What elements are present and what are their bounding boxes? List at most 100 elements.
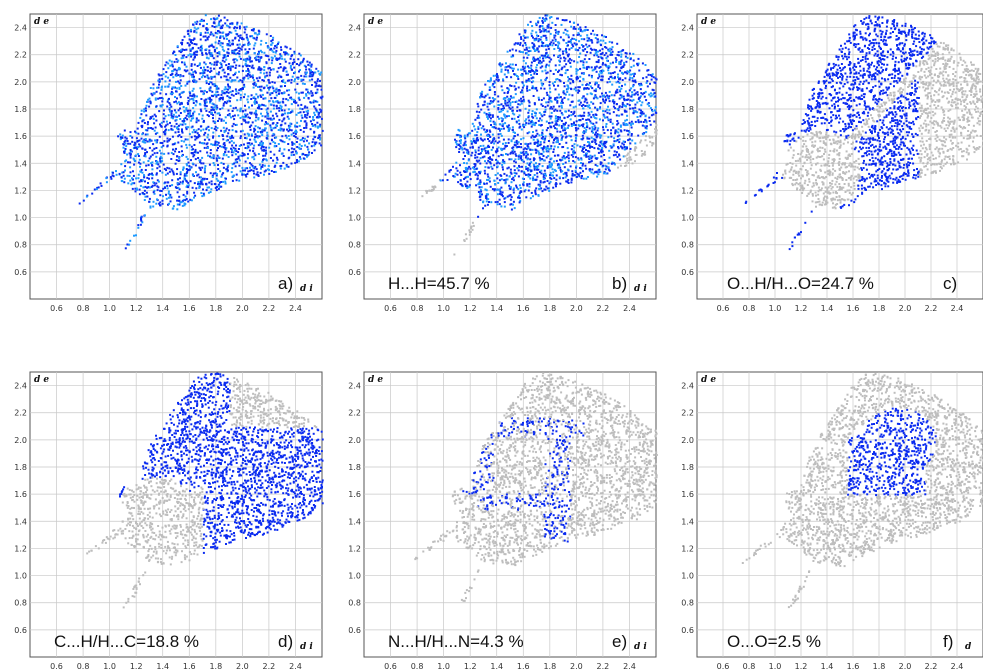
data-point bbox=[605, 108, 608, 111]
data-point bbox=[540, 152, 543, 155]
data-point bbox=[181, 41, 184, 44]
data-point bbox=[141, 124, 144, 127]
data-point bbox=[263, 148, 266, 151]
data-point bbox=[211, 108, 214, 111]
data-point bbox=[478, 153, 481, 155]
data-point bbox=[220, 97, 223, 99]
data-point bbox=[301, 61, 304, 64]
data-point bbox=[85, 195, 88, 198]
data-point bbox=[139, 223, 142, 226]
data-point bbox=[310, 90, 313, 93]
data-point bbox=[291, 75, 294, 78]
data-point bbox=[483, 111, 486, 114]
data-point bbox=[180, 91, 183, 94]
data-point bbox=[290, 103, 293, 106]
data-point bbox=[517, 78, 520, 80]
data-point bbox=[199, 32, 202, 35]
data-point bbox=[231, 51, 234, 54]
data-point bbox=[311, 71, 313, 73]
data-point bbox=[539, 66, 542, 69]
data-point bbox=[509, 186, 512, 189]
data-point bbox=[607, 69, 610, 72]
data-point bbox=[614, 132, 617, 135]
data-point bbox=[272, 36, 275, 39]
data-point bbox=[162, 195, 164, 198]
data-point bbox=[115, 173, 118, 176]
data-point bbox=[233, 52, 236, 55]
data-point bbox=[204, 102, 207, 105]
data-point bbox=[609, 76, 612, 78]
data-point bbox=[470, 226, 472, 229]
data-point bbox=[175, 74, 178, 77]
data-point bbox=[617, 147, 620, 150]
data-point bbox=[186, 170, 189, 173]
data-point bbox=[475, 110, 478, 113]
data-point bbox=[454, 141, 457, 144]
data-point bbox=[504, 97, 507, 100]
data-point bbox=[526, 169, 529, 172]
data-point bbox=[551, 21, 554, 24]
data-point bbox=[190, 73, 193, 76]
data-point bbox=[132, 178, 134, 181]
data-point bbox=[612, 99, 615, 101]
data-point bbox=[241, 65, 244, 68]
data-point bbox=[556, 30, 559, 33]
data-point bbox=[598, 148, 601, 151]
data-point bbox=[154, 126, 157, 129]
data-point bbox=[625, 110, 628, 113]
data-point bbox=[640, 109, 642, 112]
data-point bbox=[572, 79, 574, 82]
data-point bbox=[617, 51, 620, 54]
data-point bbox=[518, 126, 521, 129]
data-point bbox=[175, 58, 178, 61]
data-point bbox=[187, 96, 190, 99]
data-point bbox=[502, 97, 505, 100]
data-point bbox=[502, 79, 505, 82]
data-point bbox=[236, 161, 239, 164]
data-point bbox=[303, 96, 306, 99]
data-point bbox=[196, 65, 199, 67]
data-point bbox=[530, 67, 533, 70]
data-point bbox=[183, 140, 186, 143]
data-point bbox=[594, 90, 597, 93]
data-point bbox=[567, 76, 569, 79]
data-point bbox=[204, 63, 207, 66]
data-point bbox=[547, 26, 550, 29]
data-point bbox=[317, 70, 320, 73]
data-point bbox=[474, 118, 477, 121]
data-point bbox=[503, 172, 506, 175]
data-point bbox=[279, 127, 282, 130]
data-point bbox=[532, 116, 535, 119]
data-point bbox=[606, 111, 609, 114]
x-tick-label: 1.2 bbox=[130, 304, 143, 313]
data-point bbox=[246, 39, 249, 42]
data-point bbox=[229, 96, 232, 99]
data-point bbox=[156, 151, 159, 154]
data-point bbox=[306, 112, 309, 115]
data-point bbox=[243, 173, 246, 176]
data-point bbox=[551, 168, 554, 171]
data-point bbox=[508, 97, 510, 100]
data-point bbox=[581, 146, 584, 149]
data-point bbox=[482, 201, 484, 204]
data-point bbox=[182, 198, 185, 201]
data-point bbox=[253, 101, 256, 104]
data-point bbox=[145, 104, 148, 107]
data-point bbox=[554, 97, 557, 100]
data-point bbox=[524, 123, 527, 126]
data-point bbox=[530, 81, 533, 84]
data-point bbox=[578, 46, 581, 49]
data-point bbox=[202, 142, 205, 145]
data-point bbox=[210, 81, 213, 84]
data-point bbox=[612, 144, 615, 147]
data-point bbox=[566, 116, 569, 119]
data-point bbox=[229, 69, 232, 72]
data-point bbox=[202, 74, 205, 77]
data-point bbox=[549, 91, 552, 94]
data-point bbox=[533, 168, 536, 171]
data-point bbox=[318, 136, 321, 138]
data-point bbox=[538, 152, 541, 155]
data-point bbox=[272, 117, 275, 120]
data-point bbox=[528, 89, 531, 91]
data-point bbox=[195, 53, 198, 56]
